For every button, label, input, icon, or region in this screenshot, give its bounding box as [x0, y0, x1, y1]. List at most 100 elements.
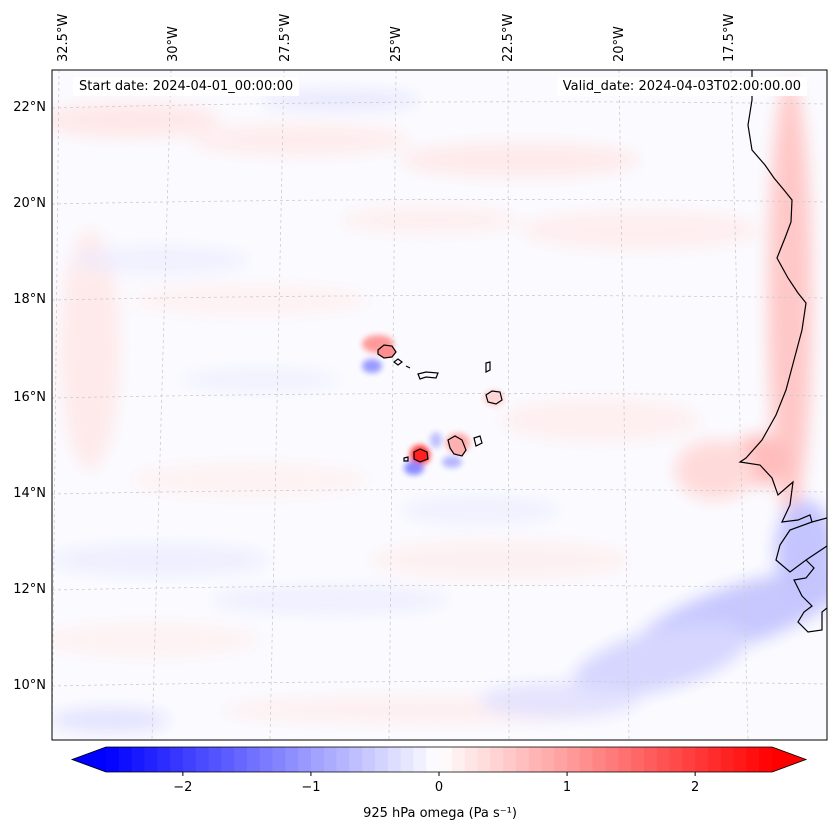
colorbar-cell — [451, 747, 466, 772]
colorbar-label: 925 hPa omega (Pa s⁻¹) — [363, 806, 517, 821]
colorbar-tick-label: 2 — [691, 780, 699, 795]
field-patch — [70, 246, 250, 274]
island-sao-vicente — [393, 358, 403, 366]
parallel-line — [52, 295, 827, 301]
colorbar — [70, 746, 808, 773]
colorbar-cell — [669, 747, 683, 772]
colorbar-extend-high — [772, 747, 806, 772]
field-patch — [130, 284, 370, 316]
field-patch — [180, 368, 340, 392]
africa-coastline — [738, 70, 827, 633]
colorbar-cell — [349, 747, 363, 772]
field-patch — [210, 586, 450, 614]
colorbar-cell — [515, 747, 530, 772]
meridian-line — [269, 70, 285, 740]
colorbar-cell — [272, 747, 286, 772]
parallel-line — [52, 489, 827, 495]
colorbar-cell — [554, 747, 568, 772]
meridian-line — [507, 70, 510, 740]
colorbar-cell — [541, 747, 555, 772]
meridian-line — [388, 70, 397, 740]
field-patch — [52, 102, 220, 138]
field-patch — [768, 80, 812, 520]
colorbar-cell — [400, 747, 414, 772]
lat-label: 20°N — [13, 196, 46, 211]
colorbar-cell — [221, 747, 235, 772]
colorbar-cell — [707, 747, 722, 772]
longitude-labels: 32.5°W 30°W 27.5°W 25°W 22.5°W 20°W 17.5… — [56, 14, 737, 62]
lon-label: 32.5°W — [56, 14, 71, 62]
colorbar-tick-label: 0 — [435, 780, 443, 795]
lon-label: 27.5°W — [278, 14, 293, 62]
colorbar-tick-label: 1 — [563, 780, 571, 795]
colorbar-cell — [567, 747, 581, 772]
parallel-line — [52, 585, 827, 591]
island-maio — [473, 435, 483, 447]
parallel-line — [52, 393, 827, 399]
island-brava — [403, 456, 409, 462]
colorbar-ticks: −2 −1 0 1 2 — [173, 772, 699, 795]
colorbar-cell — [131, 747, 146, 772]
colorbar-cell — [246, 747, 261, 772]
field-patch — [480, 682, 640, 718]
colorbar-cell — [682, 747, 696, 772]
lon-label: 25°W — [389, 26, 404, 62]
colorbar-cell — [503, 747, 517, 772]
parallel-line — [52, 101, 827, 109]
colorbar-cell — [310, 747, 325, 772]
field-patch — [430, 432, 442, 448]
colorbar-tick-label: −1 — [301, 780, 320, 795]
colorbar-cell — [259, 747, 274, 772]
colorbar-cell — [118, 747, 133, 772]
colorbar-cell — [323, 747, 338, 772]
field-patch — [370, 540, 630, 580]
colorbar-cell — [477, 747, 491, 772]
colorbar-cell — [208, 747, 222, 772]
island-santa-luzia — [405, 365, 411, 369]
lat-label: 12°N — [13, 582, 46, 597]
colorbar-extend-low — [72, 747, 106, 772]
colorbar-outline — [70, 746, 808, 773]
meridian-line — [52, 70, 60, 740]
field-patch — [442, 456, 462, 468]
meridian-line — [151, 70, 172, 740]
colorbar-cell — [733, 747, 747, 772]
colorbar-cell — [746, 747, 760, 772]
gridlines — [52, 70, 827, 740]
colorbar-cell — [426, 747, 440, 772]
lat-label: 18°N — [13, 292, 46, 307]
field-patch — [260, 90, 420, 110]
lon-label: 30°W — [166, 26, 181, 62]
colorbar-cell — [362, 747, 376, 772]
field-patch — [130, 462, 370, 498]
omega-field — [52, 70, 827, 740]
colorbar-cell — [144, 747, 158, 772]
lat-label: 10°N — [13, 678, 46, 693]
colorbar-cell — [528, 747, 543, 772]
valid-date-label: Valid_date: 2024-04-03T02:00:00.00 — [556, 77, 807, 96]
colorbar-cell — [695, 747, 709, 772]
map-frame — [51, 69, 828, 741]
island-boa-vista — [485, 390, 503, 405]
colorbar-cell — [298, 747, 312, 772]
colorbar-cell — [336, 747, 350, 772]
colorbar-cell — [195, 747, 210, 772]
field-patch — [775, 500, 827, 600]
lat-label: 16°N — [13, 390, 46, 405]
field-patch — [675, 440, 755, 500]
meridian-line — [730, 70, 749, 740]
island-santo-antao — [377, 344, 397, 359]
meridian-line — [618, 70, 630, 740]
lon-label: 22.5°W — [501, 14, 516, 62]
colorbar-cell — [643, 747, 658, 772]
colorbar-cell — [605, 747, 619, 772]
field-patch — [190, 124, 410, 156]
field-patch — [52, 622, 260, 658]
field-patch — [400, 142, 640, 178]
field-patch — [340, 206, 520, 234]
colorbar-cell — [182, 747, 197, 772]
colorbar-cell — [618, 747, 632, 772]
island-fogo — [413, 448, 429, 463]
field-patch — [60, 230, 120, 470]
